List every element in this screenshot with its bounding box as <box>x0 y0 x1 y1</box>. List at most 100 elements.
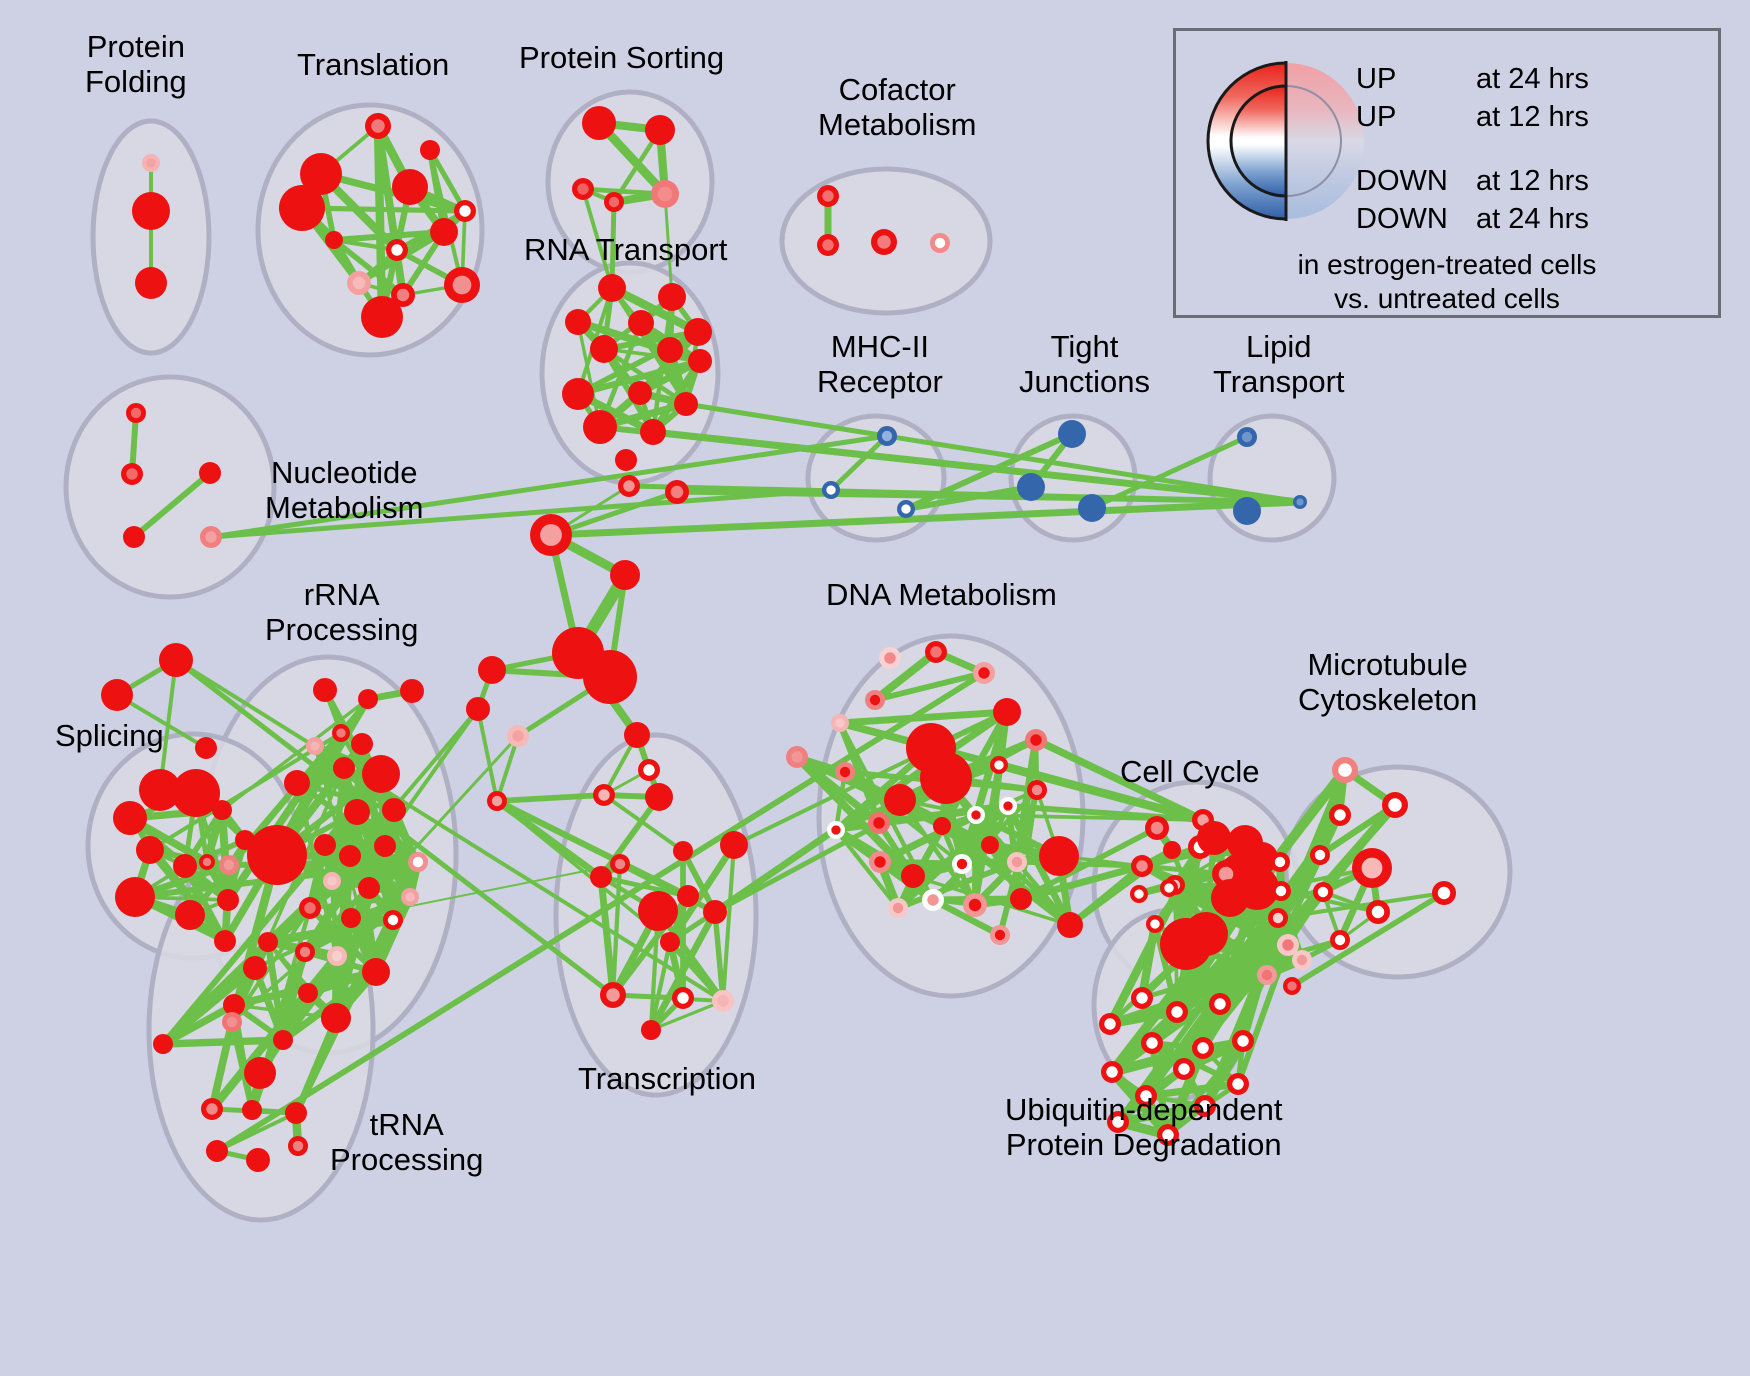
network-node[interactable] <box>323 872 341 890</box>
network-node[interactable] <box>1330 930 1350 950</box>
network-node[interactable] <box>285 1102 307 1124</box>
network-node[interactable] <box>391 283 415 307</box>
network-node[interactable] <box>400 679 424 703</box>
network-node[interactable] <box>869 851 891 873</box>
network-node[interactable] <box>401 888 419 906</box>
network-node[interactable] <box>645 783 673 811</box>
network-node[interactable] <box>582 106 616 140</box>
network-node[interactable] <box>712 990 734 1012</box>
network-node[interactable] <box>244 1057 276 1089</box>
network-node[interactable] <box>1232 1030 1254 1052</box>
network-node[interactable] <box>827 821 845 839</box>
network-node[interactable] <box>1166 1001 1188 1023</box>
network-node[interactable] <box>1107 1111 1129 1133</box>
network-node[interactable] <box>1007 852 1027 872</box>
network-node[interactable] <box>383 910 403 930</box>
network-node[interactable] <box>684 318 712 346</box>
network-node[interactable] <box>454 200 476 222</box>
network-node[interactable] <box>332 724 350 742</box>
network-node[interactable] <box>1209 993 1231 1015</box>
network-node[interactable] <box>288 1136 308 1156</box>
network-node[interactable] <box>672 987 694 1009</box>
network-node[interactable] <box>835 762 855 782</box>
network-node[interactable] <box>139 769 181 811</box>
network-node[interactable] <box>219 855 239 875</box>
network-node[interactable] <box>1233 497 1261 525</box>
network-node[interactable] <box>339 845 361 867</box>
network-node[interactable] <box>1160 879 1178 897</box>
network-node[interactable] <box>344 799 370 825</box>
network-node[interactable] <box>615 449 637 471</box>
network-node[interactable] <box>1135 1085 1157 1107</box>
network-node[interactable] <box>1039 836 1079 876</box>
network-node[interactable] <box>930 233 950 253</box>
network-node[interactable] <box>314 834 336 856</box>
network-node[interactable] <box>115 877 155 917</box>
network-node[interactable] <box>530 514 572 556</box>
network-node[interactable] <box>361 296 403 338</box>
network-node[interactable] <box>583 410 617 444</box>
network-node[interactable] <box>590 335 618 363</box>
network-node[interactable] <box>879 647 901 669</box>
network-node[interactable] <box>786 746 808 768</box>
network-node[interactable] <box>365 113 391 139</box>
network-node[interactable] <box>1227 1073 1249 1095</box>
network-node[interactable] <box>1130 885 1148 903</box>
network-node[interactable] <box>347 271 371 295</box>
network-node[interactable] <box>121 463 143 485</box>
network-node[interactable] <box>925 641 947 663</box>
network-node[interactable] <box>142 154 160 172</box>
network-node[interactable] <box>1268 908 1288 928</box>
network-node[interactable] <box>624 722 650 748</box>
network-node[interactable] <box>993 698 1021 726</box>
network-node[interactable] <box>201 1098 223 1120</box>
network-node[interactable] <box>172 769 220 817</box>
network-node[interactable] <box>920 752 972 804</box>
network-node[interactable] <box>1211 879 1249 917</box>
network-node[interactable] <box>901 864 925 888</box>
network-node[interactable] <box>325 231 343 249</box>
network-node[interactable] <box>1310 845 1330 865</box>
network-node[interactable] <box>246 1148 270 1172</box>
network-node[interactable] <box>1146 915 1164 933</box>
network-node[interactable] <box>258 932 278 952</box>
network-node[interactable] <box>888 898 908 918</box>
network-node[interactable] <box>1163 841 1181 859</box>
network-node[interactable] <box>362 958 390 986</box>
network-node[interactable] <box>1025 729 1047 751</box>
network-node[interactable] <box>865 690 885 710</box>
network-node[interactable] <box>430 218 458 246</box>
network-node[interactable] <box>610 560 640 590</box>
network-node[interactable] <box>665 480 689 504</box>
network-node[interactable] <box>990 756 1008 774</box>
network-node[interactable] <box>628 381 652 405</box>
network-node[interactable] <box>641 1020 661 1040</box>
network-node[interactable] <box>199 854 215 870</box>
network-node[interactable] <box>279 185 325 231</box>
network-node[interactable] <box>321 1003 351 1033</box>
network-node[interactable] <box>200 526 222 548</box>
network-node[interactable] <box>199 462 221 484</box>
network-node[interactable] <box>897 500 915 518</box>
network-node[interactable] <box>688 349 712 373</box>
network-node[interactable] <box>673 841 693 861</box>
network-node[interactable] <box>1027 780 1047 800</box>
network-node[interactable] <box>593 784 615 806</box>
network-node[interactable] <box>1131 855 1153 877</box>
network-node[interactable] <box>327 946 347 966</box>
network-node[interactable] <box>1197 821 1231 855</box>
network-node[interactable] <box>153 1034 173 1054</box>
network-node[interactable] <box>341 908 361 928</box>
network-node[interactable] <box>640 419 666 445</box>
network-node[interactable] <box>206 1140 228 1162</box>
network-node[interactable] <box>703 900 727 924</box>
network-node[interactable] <box>351 733 373 755</box>
network-node[interactable] <box>638 891 678 931</box>
network-node[interactable] <box>999 797 1017 815</box>
network-node[interactable] <box>1131 987 1153 1009</box>
network-node[interactable] <box>408 852 428 872</box>
network-node[interactable] <box>658 283 686 311</box>
network-node[interactable] <box>1292 950 1312 970</box>
network-node[interactable] <box>333 757 355 779</box>
network-node[interactable] <box>1283 977 1301 995</box>
